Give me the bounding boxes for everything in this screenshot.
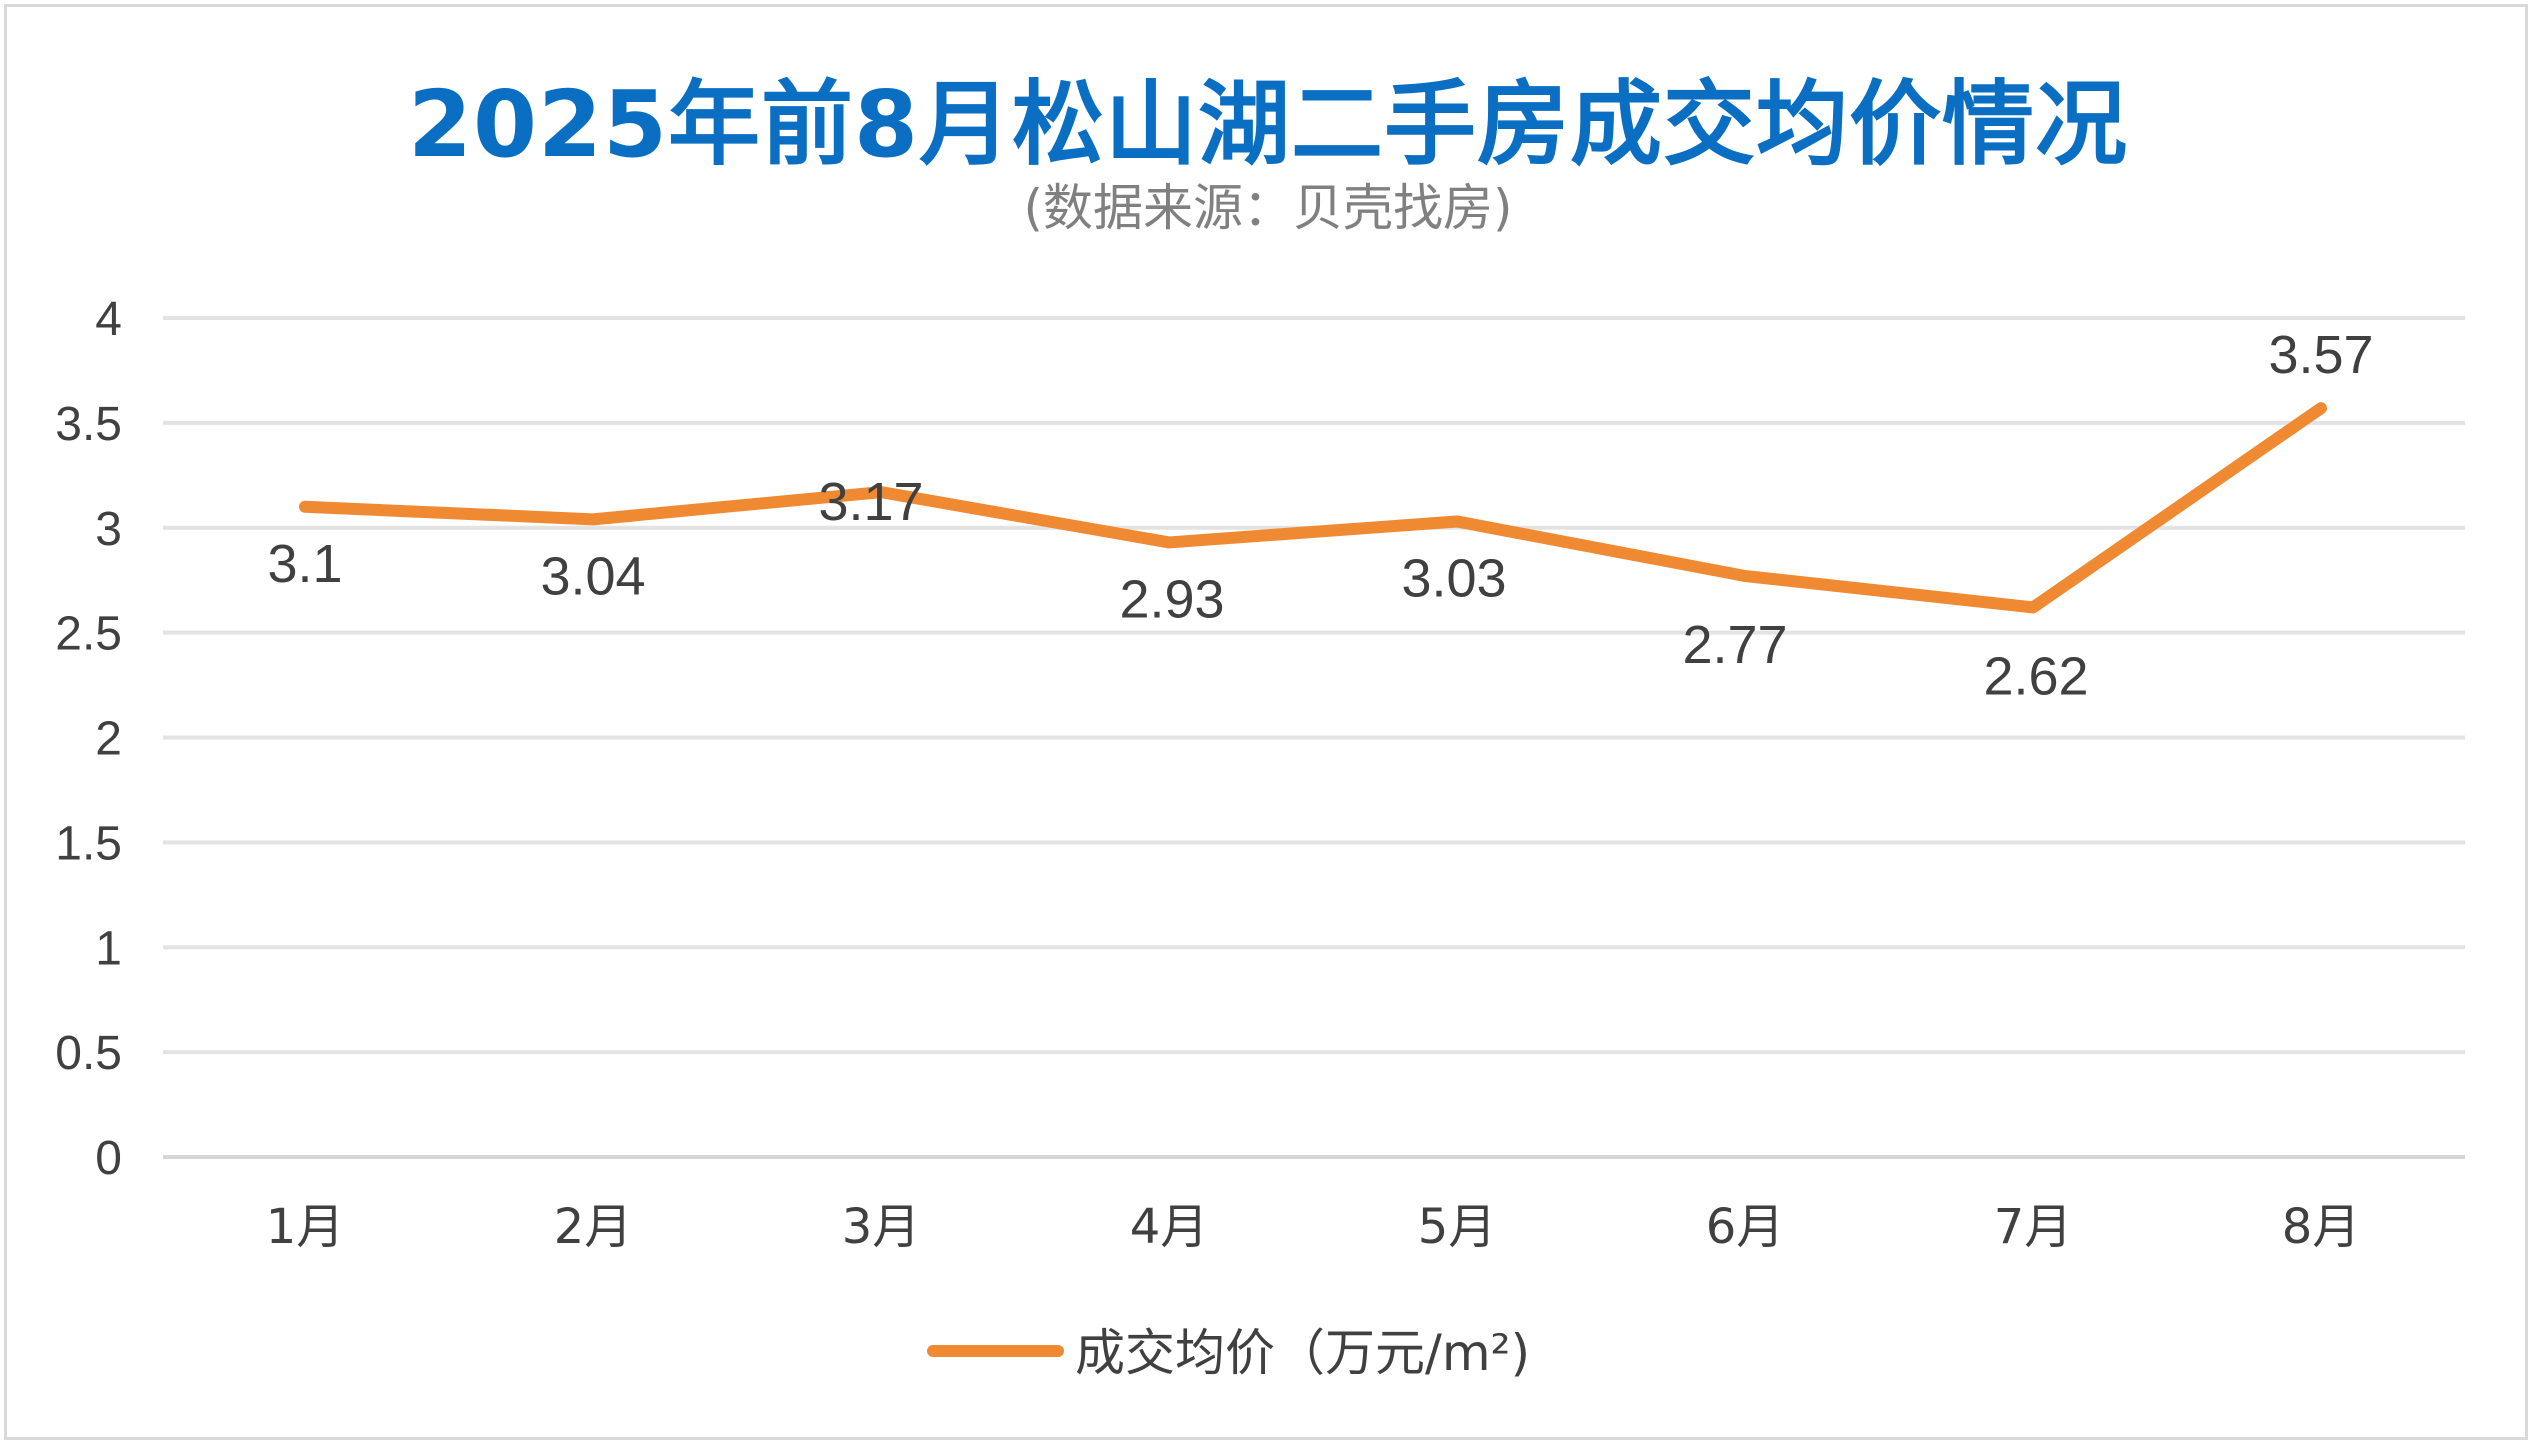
y-tick-label: 0 bbox=[95, 1132, 122, 1185]
y-tick-label: 1.5 bbox=[55, 817, 122, 870]
y-tick-label: 2 bbox=[95, 713, 122, 766]
x-tick-label: 8月 bbox=[2282, 1199, 2361, 1255]
data-label: 3.17 bbox=[818, 472, 923, 532]
chart-subtitle: (数据来源：贝壳找房) bbox=[1023, 179, 1513, 237]
y-tick-label: 1 bbox=[95, 922, 122, 975]
data-label: 3.1 bbox=[267, 534, 342, 594]
x-axis-ticks: 1月 2月 3月 4月 5月 6月 7月 8月 bbox=[266, 1199, 2361, 1255]
chart-title: 2025年前8月松山湖二手房成交均价情况 bbox=[407, 71, 2129, 178]
series-line bbox=[299, 402, 2327, 614]
x-tick-label: 3月 bbox=[842, 1199, 921, 1255]
x-tick-label: 6月 bbox=[1706, 1199, 1785, 1255]
legend-label: 成交均价（万元/m²) bbox=[1075, 1324, 1530, 1382]
data-label: 3.04 bbox=[540, 546, 645, 606]
data-label: 2.77 bbox=[1682, 615, 1787, 675]
data-label: 2.62 bbox=[1983, 646, 2088, 706]
x-tick-label: 5月 bbox=[1418, 1199, 1497, 1255]
chart-frame bbox=[4, 4, 2528, 1440]
data-labels: 3.1 3.04 3.17 2.93 3.03 2.77 2.62 3.57 bbox=[267, 325, 2373, 706]
data-label: 3.57 bbox=[2268, 325, 2373, 385]
y-axis-ticks: 0 0.5 1 1.5 2 2.5 3 3.5 4 bbox=[55, 293, 122, 1185]
y-tick-label: 3.5 bbox=[55, 398, 122, 451]
y-tick-label: 0.5 bbox=[55, 1027, 122, 1080]
data-label: 3.03 bbox=[1401, 548, 1506, 608]
legend: 成交均价（万元/m²) bbox=[927, 1324, 1530, 1382]
data-label: 2.93 bbox=[1119, 569, 1224, 629]
y-tick-label: 2.5 bbox=[55, 608, 122, 661]
gridlines bbox=[163, 316, 2465, 1159]
x-tick-label: 1月 bbox=[266, 1199, 345, 1255]
series-line-group bbox=[299, 402, 2327, 614]
x-tick-label: 7月 bbox=[1994, 1199, 2073, 1255]
x-tick-label: 4月 bbox=[1130, 1199, 1209, 1255]
y-tick-label: 3 bbox=[95, 503, 122, 556]
x-tick-label: 2月 bbox=[554, 1199, 633, 1255]
y-tick-label: 4 bbox=[95, 293, 122, 346]
